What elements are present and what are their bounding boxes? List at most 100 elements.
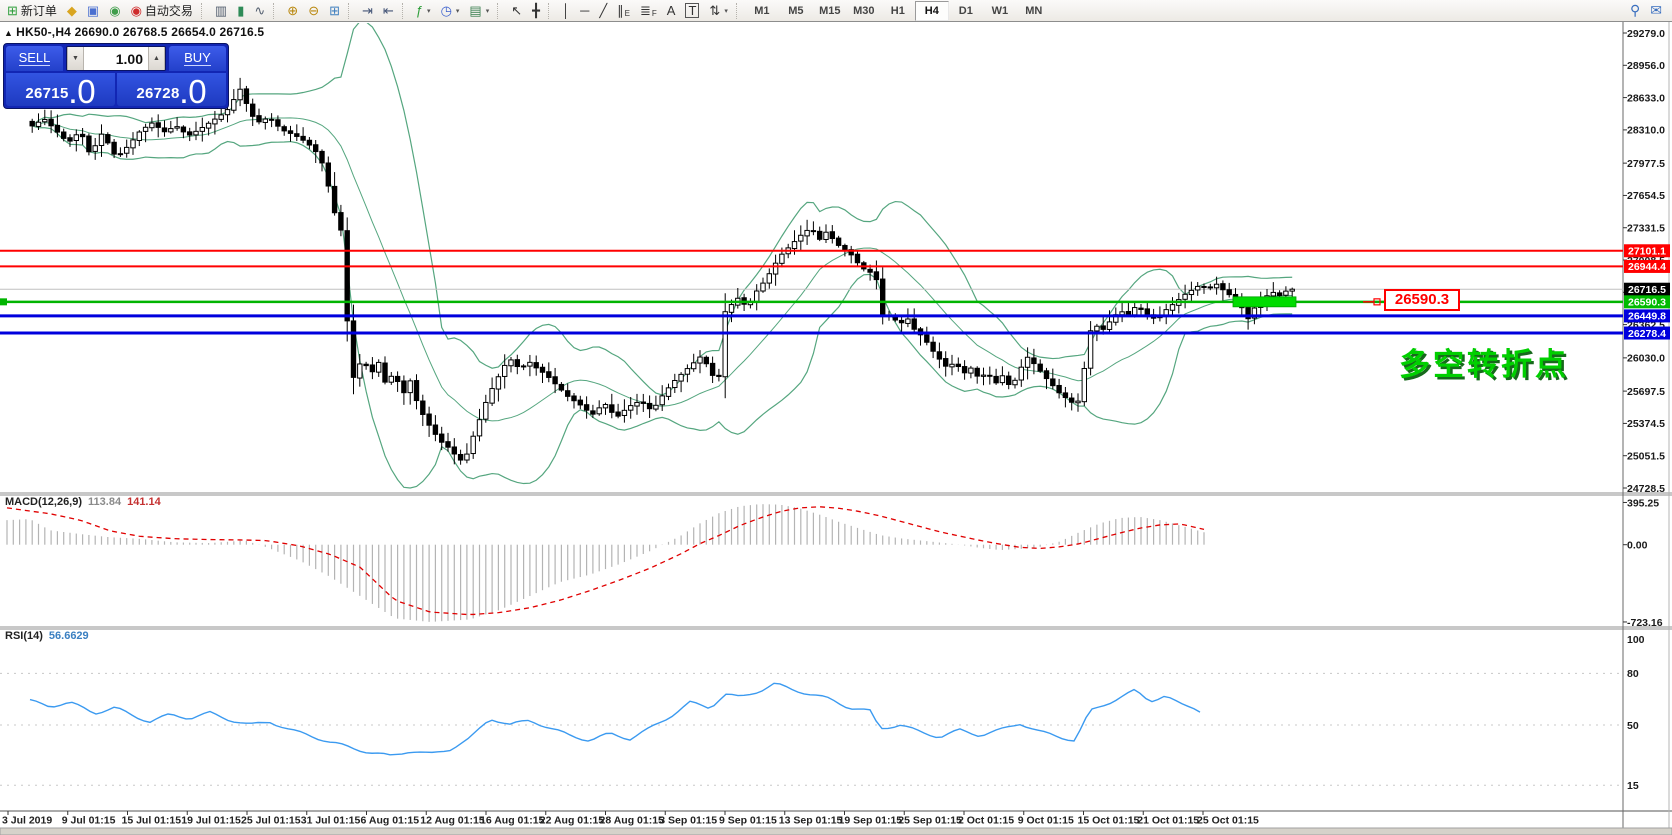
data-window-button[interactable]: ▣: [82, 0, 104, 22]
zoom-in-icon: ⊕: [287, 3, 299, 18]
svg-text:6 Aug 01:15: 6 Aug 01:15: [361, 815, 420, 827]
svg-text:19 Jul 01:15: 19 Jul 01:15: [181, 815, 241, 827]
candlestick-chart-button[interactable]: ▮: [232, 0, 249, 22]
candle: [552, 376, 558, 385]
timeframe-d1-button[interactable]: D1: [958, 4, 973, 17]
candle: [565, 390, 571, 397]
candle: [457, 453, 464, 461]
candle: [35, 121, 42, 127]
crosshair-button[interactable]: ╋: [527, 0, 545, 22]
volume-increase-button[interactable]: ▲: [148, 47, 165, 70]
candle: [54, 124, 61, 133]
fibonacci-button[interactable]: ≣ F: [635, 0, 662, 22]
candle: [609, 404, 615, 413]
market-depth-button[interactable]: ◆: [62, 0, 82, 22]
horizontal-line-button[interactable]: ─: [575, 0, 594, 22]
sell-button[interactable]: SELL: [6, 46, 63, 71]
toolbar-separator: [735, 2, 742, 19]
vertical-line-button[interactable]: │: [557, 0, 575, 22]
templates-button[interactable]: ▤ ▾: [464, 0, 494, 22]
chat-icon[interactable]: ✉: [1650, 2, 1662, 18]
buy-price-button[interactable]: 26728. 0: [117, 73, 226, 108]
cursor-button[interactable]: ↖: [506, 0, 527, 22]
tile-windows-button[interactable]: ⊞: [324, 0, 345, 22]
collapse-icon[interactable]: ▲: [4, 28, 14, 38]
timeframe-h1-button[interactable]: H1: [890, 4, 905, 17]
timeframe-mn-button[interactable]: MN: [1025, 4, 1043, 17]
axis-price-label: [1624, 326, 1670, 340]
candle: [79, 133, 86, 138]
candle: [29, 120, 35, 127]
svg-text:2 Oct 01:15: 2 Oct 01:15: [958, 815, 1014, 827]
dropdown-arrow-icon[interactable]: ▾: [427, 7, 431, 15]
dropdown-arrow-icon[interactable]: ▾: [485, 7, 490, 15]
candle: [804, 229, 810, 237]
zoom-in-button[interactable]: ⊕: [282, 0, 303, 22]
svg-text:27101.1: 27101.1: [1628, 246, 1666, 258]
timeframe-m1-button[interactable]: M1: [754, 4, 770, 17]
dropdown-arrow-icon[interactable]: ▾: [455, 7, 460, 15]
tile-windows-icon: ⊞: [329, 3, 340, 18]
search-icon[interactable]: ⚲: [1630, 2, 1641, 18]
arrows-icon: ⇅: [709, 3, 721, 18]
autotrading-button[interactable]: ◉ 自动交易: [126, 0, 198, 22]
volume-stepper: ▼ 1.00 ▲: [66, 46, 166, 71]
candle: [880, 278, 886, 316]
candle: [331, 185, 338, 214]
volume-input[interactable]: 1.00: [115, 50, 143, 67]
timeframe-w1-button[interactable]: W1: [991, 4, 1009, 17]
trendline-button[interactable]: ╱: [594, 0, 612, 22]
arrows-button[interactable]: ⇅ ▾: [704, 0, 732, 22]
bar-chart-button[interactable]: ▥: [210, 0, 232, 22]
candle: [111, 141, 117, 155]
data-window-icon: ▣: [86, 3, 100, 18]
bollinger-lower-band: [32, 125, 1293, 489]
line-chart-icon: ∿: [254, 3, 266, 18]
buy-button[interactable]: BUY: [169, 46, 226, 71]
text-label-button[interactable]: T: [680, 0, 704, 22]
equidistant-channel-button[interactable]: ∥ E: [612, 0, 635, 22]
new-order-button[interactable]: ⊞ 新订单: [2, 0, 62, 22]
volume-decrease-button[interactable]: ▼: [67, 47, 84, 70]
dropdown-arrow-icon[interactable]: ▾: [724, 7, 728, 15]
periods-button[interactable]: ◷ ▾: [436, 0, 465, 22]
svg-text:28310.0: 28310.0: [1627, 125, 1665, 137]
candle: [161, 127, 168, 133]
market-watch-button[interactable]: ◉: [104, 0, 125, 22]
svg-text:9 Jul 01:15: 9 Jul 01:15: [62, 815, 116, 827]
callout-anchor-square: [1373, 298, 1381, 306]
candle: [766, 273, 772, 284]
timeframe-h4-button[interactable]: H4: [914, 0, 949, 21]
text-button[interactable]: A: [662, 0, 681, 22]
chart-shift-button[interactable]: ⇤: [378, 0, 399, 22]
candle: [684, 368, 691, 375]
turning-point-annotation[interactable]: 多空转折点: [1399, 347, 1569, 382]
icon-subscript: E: [624, 8, 630, 18]
auto-scroll-button[interactable]: ⇥: [357, 0, 378, 22]
bottom-scroll-strip[interactable]: [0, 827, 1672, 835]
candle: [930, 341, 936, 352]
timeframe-m15-button[interactable]: M15: [819, 4, 841, 17]
candle: [105, 134, 111, 144]
timeframe-m30-button[interactable]: M30: [853, 4, 875, 17]
candle: [237, 88, 243, 101]
candle: [1125, 310, 1132, 316]
sell-price-button[interactable]: 26715. 0: [6, 73, 115, 108]
candle: [73, 134, 79, 142]
price-callout-label[interactable]: 26590.3: [1384, 289, 1460, 311]
line-chart-button[interactable]: ∿: [249, 0, 270, 22]
indicators-button[interactable]: ƒ ▾: [411, 0, 436, 22]
candle: [495, 376, 502, 390]
candle: [1043, 370, 1050, 380]
line-drag-handle[interactable]: [0, 298, 7, 306]
market-watch-icon: ◉: [109, 3, 121, 18]
candle: [357, 363, 363, 379]
svg-text:26944.4: 26944.4: [1628, 261, 1666, 273]
candle: [943, 358, 949, 367]
highlight-rectangle[interactable]: [1232, 296, 1297, 308]
rsi-value: 56.6629: [48, 630, 89, 642]
timeframe-m5-button[interactable]: M5: [788, 4, 804, 17]
svg-text:27331.5: 27331.5: [1627, 223, 1665, 235]
zoom-out-button[interactable]: ⊖: [303, 0, 324, 22]
